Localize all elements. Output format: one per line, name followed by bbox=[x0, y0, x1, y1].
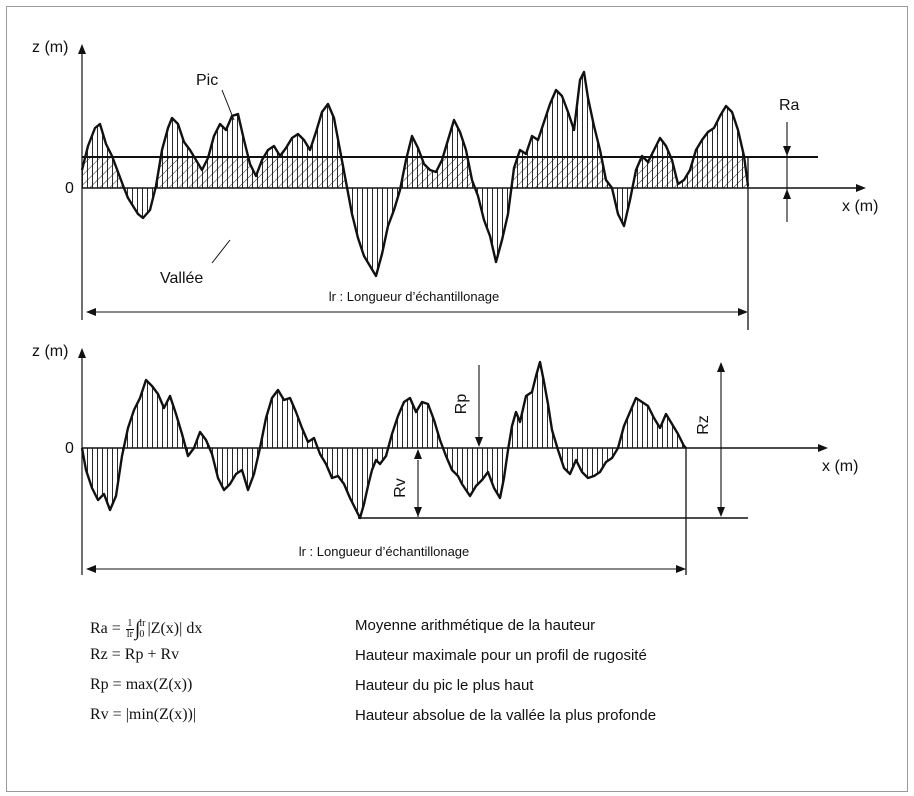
peak-leader bbox=[221, 89, 235, 121]
top-length-label: lr : Longueur d’échantillonage bbox=[329, 289, 500, 304]
top-x-arrow bbox=[856, 184, 866, 192]
ra-frac-num: 1 bbox=[125, 617, 134, 630]
rz-description: Hauteur maximale pour un profil de rugos… bbox=[355, 647, 647, 664]
rp-arrow bbox=[475, 437, 483, 447]
bottom-panel: z (m) x (m) 0 Rp Rv Rz lr : Longueur d’é… bbox=[32, 343, 858, 575]
bottom-hatch-upper bbox=[82, 362, 686, 448]
rp-description: Hauteur du pic le plus haut bbox=[355, 677, 534, 694]
ra-arrow-down bbox=[783, 146, 791, 156]
formula-ra: Ra = 1 lr ∫ lr 0 |Z(x)| dx bbox=[90, 616, 202, 640]
rz-arrow-top bbox=[717, 362, 725, 372]
ra-description: Moyenne arithmétique de la hauteur bbox=[355, 617, 596, 634]
formula-list: Ra = 1 lr ∫ lr 0 |Z(x)| dx Moyenne arithmétiq… bbox=[90, 616, 850, 736]
formula-row-rz: Rz = Rp + Rv Hauteur maximale pour un pr… bbox=[90, 646, 850, 676]
rv-description: Hauteur absolue de la vallée la plus pro… bbox=[355, 707, 657, 724]
rv-label: Rv bbox=[392, 478, 409, 498]
top-length-arrow-left bbox=[86, 308, 96, 316]
bottom-origin-label: 0 bbox=[65, 440, 74, 457]
top-hatch-lower bbox=[82, 188, 748, 276]
top-length-arrow-right bbox=[738, 308, 748, 316]
rv-arrow-bottom bbox=[414, 507, 422, 517]
rp-label: Rp bbox=[453, 394, 470, 415]
ra-lhs: Ra = bbox=[90, 620, 121, 637]
integral-lower: 0 bbox=[139, 629, 145, 641]
bottom-z-arrow bbox=[78, 348, 86, 358]
bottom-length-label: lr : Longueur d’échantillonage bbox=[299, 544, 470, 559]
formula-rz: Rz = Rp + Rv bbox=[90, 646, 180, 663]
ra-frac-den: lr bbox=[126, 628, 133, 640]
ra-rhs: |Z(x)| dx bbox=[147, 620, 203, 637]
top-hatch-band bbox=[82, 157, 748, 188]
ra-arrow-up bbox=[783, 189, 791, 199]
bottom-z-axis-label: z (m) bbox=[32, 343, 68, 360]
integral-limits: lr 0 bbox=[139, 618, 145, 640]
bottom-x-arrow bbox=[818, 444, 828, 452]
top-profile-line bbox=[80, 70, 750, 278]
bottom-x-axis-label: x (m) bbox=[822, 458, 858, 475]
roughness-diagram: z (m) x (m) 0 Pic Vallée Ra lr : Longueu… bbox=[32, 39, 878, 575]
bottom-hatch-lower bbox=[82, 448, 686, 518]
ra-label: Ra bbox=[779, 97, 800, 114]
valley-leader bbox=[211, 239, 231, 264]
top-panel: z (m) x (m) 0 Pic Vallée Ra lr : Longueu… bbox=[32, 39, 878, 330]
ra-fraction: 1 lr bbox=[125, 617, 134, 640]
top-z-arrow bbox=[78, 44, 86, 54]
integral-upper: lr bbox=[139, 618, 146, 630]
formula-row-rp: Rp = max(Z(x)) Hauteur du pic le plus ha… bbox=[90, 676, 850, 706]
bottom-profile-line bbox=[80, 360, 687, 520]
integral-sign: ∫ bbox=[134, 618, 141, 640]
valley-label: Vallée bbox=[160, 270, 203, 287]
figure-frame bbox=[6, 6, 908, 792]
formula-rp: Rp = max(Z(x)) bbox=[90, 676, 193, 693]
top-origin-label: 0 bbox=[65, 180, 74, 197]
formula-row-rv: Rv = |min(Z(x))| Hauteur absolue de la v… bbox=[90, 706, 850, 736]
top-z-axis-label: z (m) bbox=[32, 39, 68, 56]
top-x-axis-label: x (m) bbox=[842, 198, 878, 215]
bottom-length-arrow-right bbox=[676, 565, 686, 573]
peak-label: Pic bbox=[196, 72, 218, 89]
formula-row-ra: Ra = 1 lr ∫ lr 0 |Z(x)| dx Moyenne arithmétiq… bbox=[90, 616, 850, 646]
bottom-length-arrow-left bbox=[86, 565, 96, 573]
rz-arrow-bottom bbox=[717, 507, 725, 517]
rz-label: Rz bbox=[695, 415, 712, 435]
formula-rv: Rv = |min(Z(x))| bbox=[90, 706, 197, 723]
rv-arrow-top bbox=[414, 449, 422, 459]
